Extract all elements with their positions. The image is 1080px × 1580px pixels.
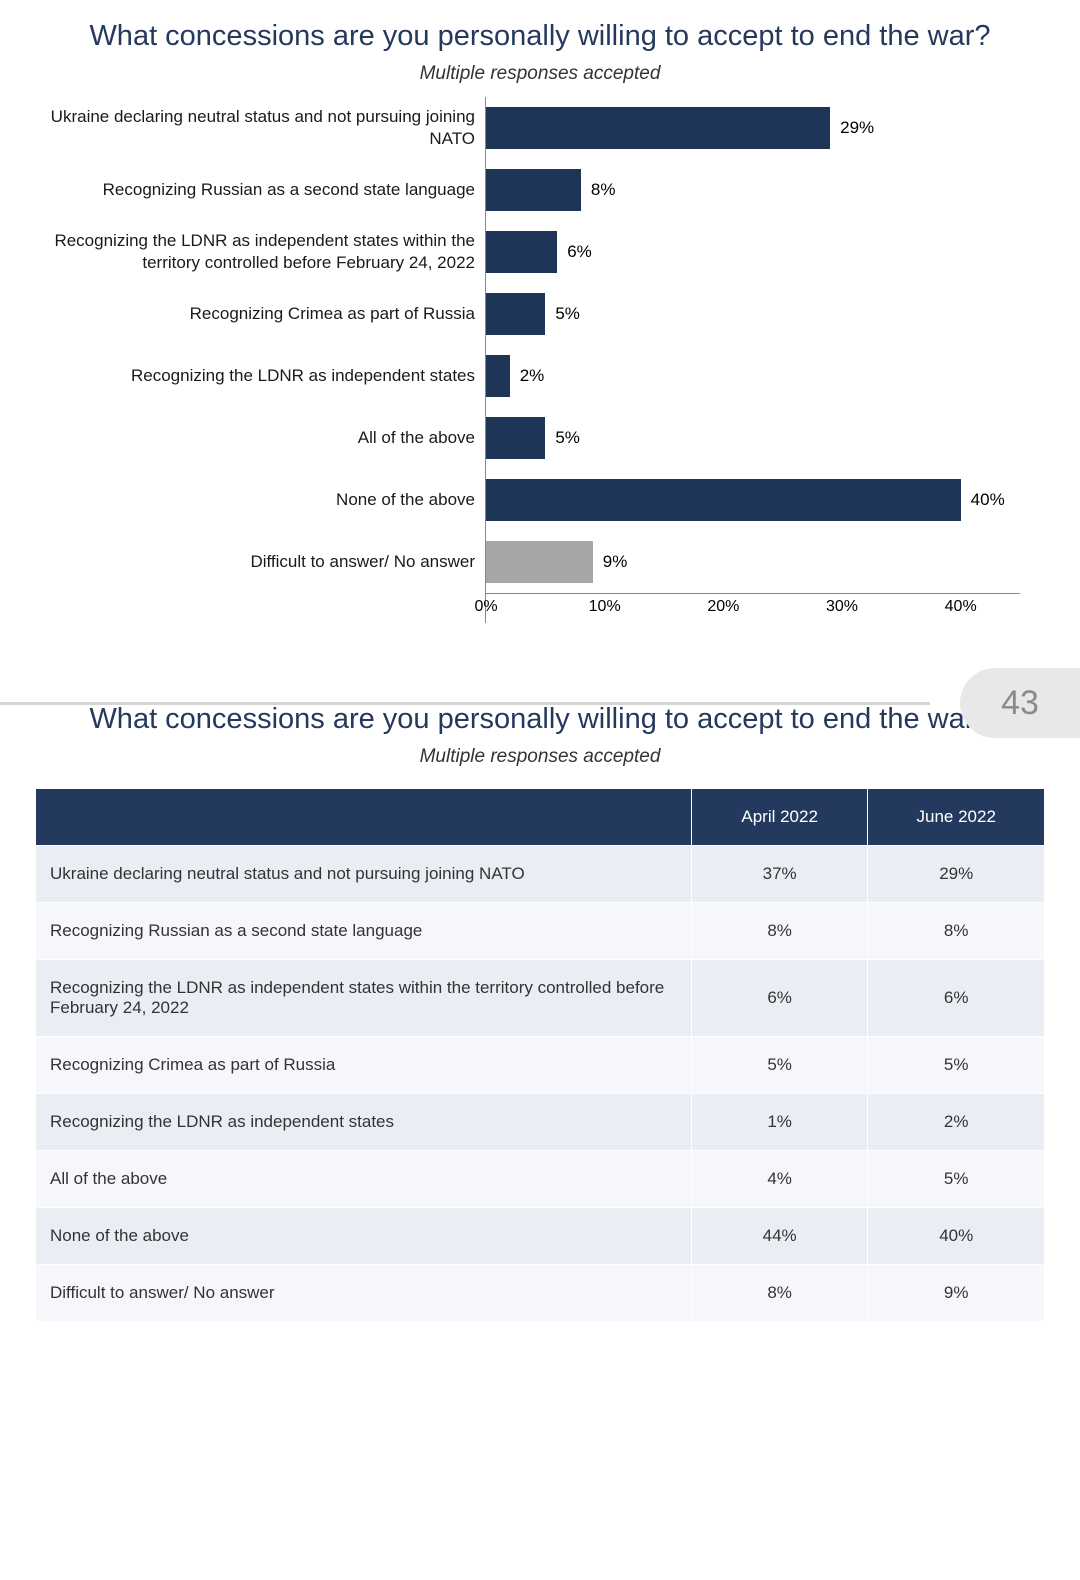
table-cell: 6% (868, 960, 1045, 1037)
table-cell: 6% (691, 960, 868, 1037)
chart-bar-row: 2% (485, 345, 1020, 407)
bar (486, 417, 545, 459)
bar (486, 107, 830, 149)
chart-bar-row: 5% (485, 407, 1020, 469)
chart-bar-row: 40% (485, 469, 1020, 531)
bar-value: 2% (520, 366, 545, 386)
table-row: Recognizing Russian as a second state la… (36, 903, 1045, 960)
chart-row-label: Recognizing Russian as a second state la… (30, 159, 485, 221)
table-row: All of the above4%5% (36, 1151, 1045, 1208)
bar-value: 29% (840, 118, 874, 138)
table-row-label: Recognizing Crimea as part of Russia (36, 1037, 692, 1094)
table-cell: 5% (868, 1037, 1045, 1094)
chart-row-label: All of the above (30, 407, 485, 469)
table-row-label: Recognizing Russian as a second state la… (36, 903, 692, 960)
table-row: Difficult to answer/ No answer8%9% (36, 1265, 1045, 1322)
chart-row-label: None of the above (30, 469, 485, 531)
axis-tick: 20% (707, 598, 739, 616)
table-title: What concessions are you personally will… (0, 683, 1080, 746)
bar (486, 231, 557, 273)
table-wrap: April 2022June 2022 Ukraine declaring ne… (0, 788, 1080, 1322)
table-cell: 5% (868, 1151, 1045, 1208)
bar-value: 9% (603, 552, 628, 572)
bar-label: All of the above (358, 427, 475, 449)
page-number-badge: 43 (960, 668, 1080, 738)
table-row: Recognizing Crimea as part of Russia5%5% (36, 1037, 1045, 1094)
table-cell: 37% (691, 846, 868, 903)
chart-bar-row: 6% (485, 221, 1020, 283)
table-section: What concessions are you personally will… (0, 683, 1080, 1322)
table-column-header: June 2022 (868, 789, 1045, 846)
table-body: Ukraine declaring neutral status and not… (36, 846, 1045, 1322)
chart-row-label: Recognizing the LDNR as independent stat… (30, 345, 485, 407)
table-row-label: Recognizing the LDNR as independent stat… (36, 1094, 692, 1151)
bar-value: 5% (555, 428, 580, 448)
table-cell: 5% (691, 1037, 868, 1094)
chart-row-label: Recognizing Crimea as part of Russia (30, 283, 485, 345)
table-cell: 1% (691, 1094, 868, 1151)
bar-label: Difficult to answer/ No answer (250, 551, 475, 573)
divider-line (0, 702, 930, 705)
bar (486, 169, 581, 211)
chart-body: Ukraine declaring neutral status and not… (0, 97, 1080, 623)
bar-label: Recognizing the LDNR as independent stat… (131, 365, 475, 387)
bar-label: Recognizing the LDNR as independent stat… (30, 230, 475, 274)
chart-bar-row: 9% (485, 531, 1020, 593)
bar-label: Recognizing Russian as a second state la… (103, 179, 475, 201)
bar (486, 541, 593, 583)
table-cell: 8% (691, 1265, 868, 1322)
bar-value: 40% (971, 490, 1005, 510)
table-row-label: Ukraine declaring neutral status and not… (36, 846, 692, 903)
table-cell: 8% (691, 903, 868, 960)
bar-value: 5% (555, 304, 580, 324)
bar-label: Recognizing Crimea as part of Russia (190, 303, 475, 325)
chart-row-label: Recognizing the LDNR as independent stat… (30, 221, 485, 283)
bar (486, 355, 510, 397)
table-corner-header (36, 789, 692, 846)
table-row-label: Recognizing the LDNR as independent stat… (36, 960, 692, 1037)
bar (486, 479, 961, 521)
bar-label: Ukraine declaring neutral status and not… (30, 106, 475, 150)
table-row-label: None of the above (36, 1208, 692, 1265)
chart-bar-row: 8% (485, 159, 1020, 221)
table-row: Recognizing the LDNR as independent stat… (36, 960, 1045, 1037)
table-cell: 40% (868, 1208, 1045, 1265)
bar-label: None of the above (336, 489, 475, 511)
chart-row-label: Ukraine declaring neutral status and not… (30, 97, 485, 159)
bar-value: 6% (567, 242, 592, 262)
bar (486, 293, 545, 335)
bar-value: 8% (591, 180, 616, 200)
table-row-label: Difficult to answer/ No answer (36, 1265, 692, 1322)
axis-tick: 40% (945, 598, 977, 616)
table-cell: 9% (868, 1265, 1045, 1322)
table-subtitle: Multiple responses accepted (0, 746, 1080, 768)
table-cell: 8% (868, 903, 1045, 960)
chart-labels-column: Ukraine declaring neutral status and not… (30, 97, 485, 623)
axis-tick: 10% (589, 598, 621, 616)
table-cell: 44% (691, 1208, 868, 1265)
table-cell: 29% (868, 846, 1045, 903)
chart-section: What concessions are you personally will… (0, 0, 1080, 623)
chart-bar-row: 29% (485, 97, 1020, 159)
table-cell: 2% (868, 1094, 1045, 1151)
chart-bars-column: 29%8%6%5%2%5%40%9%0%10%20%30%40% (485, 97, 1020, 623)
chart-subtitle: Multiple responses accepted (0, 63, 1080, 85)
table-cell: 4% (691, 1151, 868, 1208)
table-row-label: All of the above (36, 1151, 692, 1208)
axis-tick: 30% (826, 598, 858, 616)
table-row: None of the above44%40% (36, 1208, 1045, 1265)
table-row: Ukraine declaring neutral status and not… (36, 846, 1045, 903)
data-table: April 2022June 2022 Ukraine declaring ne… (35, 788, 1045, 1322)
table-column-header: April 2022 (691, 789, 868, 846)
chart-title: What concessions are you personally will… (0, 0, 1080, 63)
table-row: Recognizing the LDNR as independent stat… (36, 1094, 1045, 1151)
table-header: April 2022June 2022 (36, 789, 1045, 846)
chart-x-axis: 0%10%20%30%40% (485, 593, 1020, 623)
chart-bar-row: 5% (485, 283, 1020, 345)
chart-row-label: Difficult to answer/ No answer (30, 531, 485, 593)
axis-tick: 0% (474, 598, 497, 616)
